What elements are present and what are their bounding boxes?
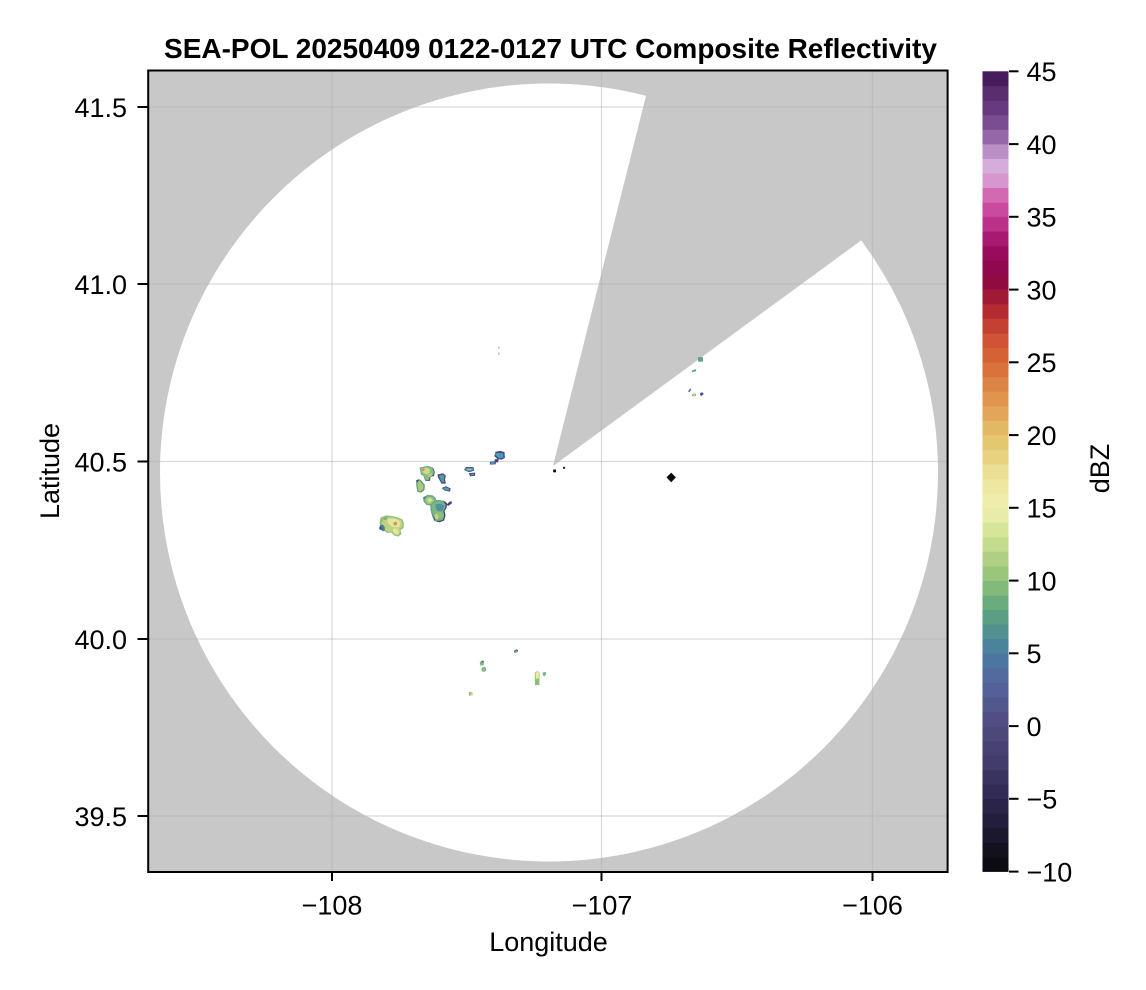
svg-text:−106: −106 xyxy=(842,891,903,921)
svg-text:45: 45 xyxy=(1027,57,1057,87)
svg-text:25: 25 xyxy=(1027,348,1057,378)
svg-text:Latitude: Latitude xyxy=(35,423,65,519)
svg-text:dBZ: dBZ xyxy=(1085,444,1115,494)
svg-text:5: 5 xyxy=(1027,639,1042,669)
svg-text:10: 10 xyxy=(1027,566,1057,596)
svg-text:41.0: 41.0 xyxy=(74,270,127,300)
svg-text:−10: −10 xyxy=(1027,857,1073,887)
svg-text:−5: −5 xyxy=(1027,785,1058,815)
svg-text:SEA-POL 20250409 0122-0127 UTC: SEA-POL 20250409 0122-0127 UTC Composite… xyxy=(164,33,937,64)
svg-text:0: 0 xyxy=(1027,712,1042,742)
svg-text:40.0: 40.0 xyxy=(74,625,127,655)
svg-text:15: 15 xyxy=(1027,494,1057,524)
svg-text:30: 30 xyxy=(1027,275,1057,305)
svg-text:40: 40 xyxy=(1027,130,1057,160)
svg-text:35: 35 xyxy=(1027,203,1057,233)
svg-text:−108: −108 xyxy=(302,891,363,921)
svg-text:40.5: 40.5 xyxy=(74,447,127,477)
svg-text:−107: −107 xyxy=(572,891,633,921)
svg-text:39.5: 39.5 xyxy=(74,802,127,832)
svg-text:Longitude: Longitude xyxy=(489,927,608,957)
svg-text:20: 20 xyxy=(1027,421,1057,451)
svg-text:41.5: 41.5 xyxy=(74,93,127,123)
